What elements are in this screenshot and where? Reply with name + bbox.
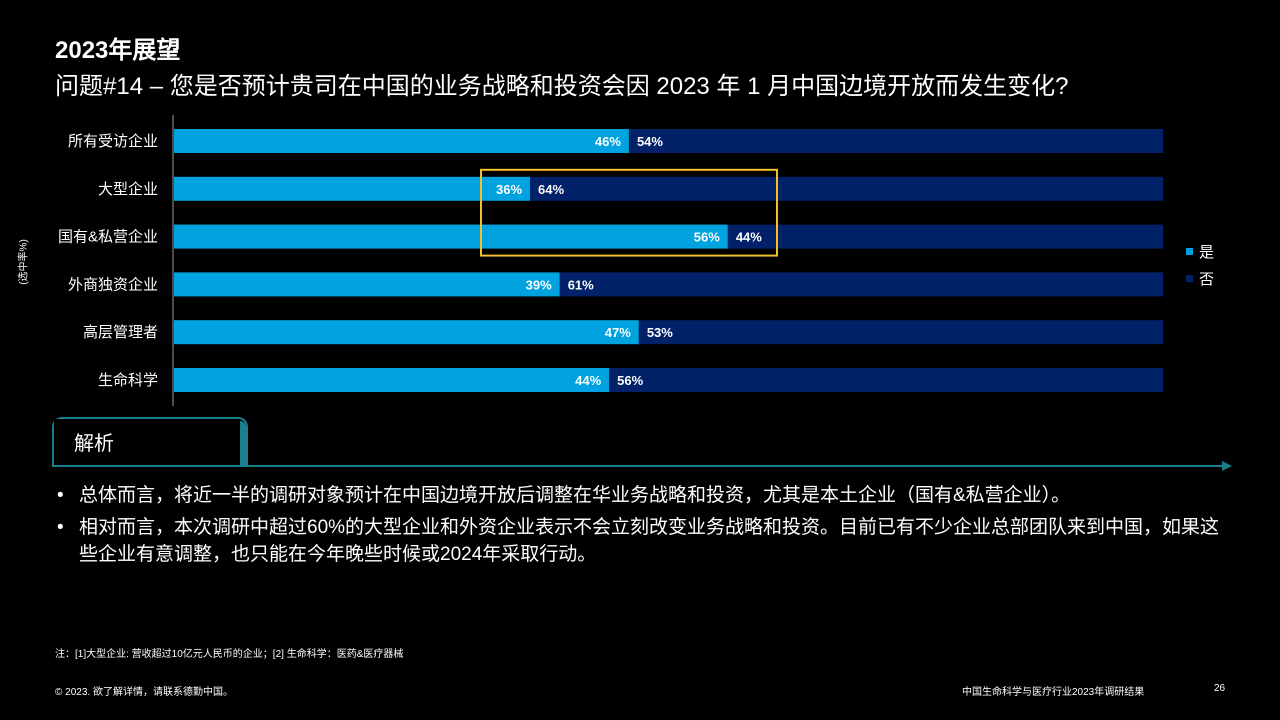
chart-legend: 是 否 xyxy=(1186,238,1214,292)
bullet-dot-icon: • xyxy=(57,485,64,506)
bar-segment-yes xyxy=(174,272,560,297)
stacked-bar-chart: 所有受访企业 46% 54% 大型企业 36% 64% 国有&私营企业 56% 44% 外商独资企… xyxy=(58,115,1163,406)
legend-label-yes: 是 xyxy=(1199,244,1215,261)
legend-label-no: 否 xyxy=(1199,271,1215,288)
analysis-section-label: 解析 xyxy=(74,433,114,455)
bar-segment-no xyxy=(638,320,1163,345)
bar-segment-yes xyxy=(174,320,639,345)
legend-swatch-yes xyxy=(1186,248,1193,255)
question-subtitle: 问题#14 – 您是否预计贵司在中国的业务战略和投资会因 2023 年 1 月中… xyxy=(55,73,1069,100)
data-label-yes: 46% xyxy=(595,134,621,149)
data-label-no: 64% xyxy=(538,182,564,197)
legend-item-yes: 是 xyxy=(1186,238,1214,265)
footer-report-title: 中国生命科学与医疗行业2023年调研结果 xyxy=(962,687,1145,698)
analysis-section-tab: 解析 xyxy=(52,417,248,465)
data-label-no: 53% xyxy=(647,325,673,340)
data-label-no: 54% xyxy=(637,134,663,149)
section-tab-accent xyxy=(240,421,246,465)
bar-segment-yes xyxy=(174,224,728,249)
data-label-yes: 39% xyxy=(526,277,552,292)
category-label: 生命科学 xyxy=(98,371,158,389)
page-number: 26 xyxy=(1214,683,1226,694)
category-label: 大型企业 xyxy=(98,180,158,198)
highlight-box xyxy=(480,168,778,257)
bar-segment-no xyxy=(628,129,1163,153)
bar-segment-yes xyxy=(174,176,531,201)
bar-segment-no xyxy=(609,368,1163,392)
analysis-bullet: • 总体而言，将近一半的调研对象预计在中国边境开放后调整在华业务战略和投资，尤其… xyxy=(55,482,1235,509)
analysis-bullet-text: 相对而言，本次调研中超过60%的大型企业和外资企业表示不会立刻改变业务战略和投资… xyxy=(79,517,1220,565)
analysis-bullet-text: 总体而言，将近一半的调研对象预计在中国边境开放后调整在华业务战略和投资，尤其是本… xyxy=(79,485,1071,506)
category-label: 所有受访企业 xyxy=(68,132,158,150)
bar-segment-no xyxy=(559,272,1163,297)
section-divider-arrow-icon xyxy=(1222,461,1232,471)
category-label: 外商独资企业 xyxy=(68,275,158,293)
footnote: 注：[1]大型企业: 营收超过10亿元人民币的企业；[2] 生命科学：医药&医疗… xyxy=(55,649,404,660)
data-label-yes: 56% xyxy=(694,230,720,245)
bar-segment-yes xyxy=(174,368,610,392)
data-label-no: 56% xyxy=(617,373,643,388)
bullet-dot-icon: • xyxy=(57,517,64,538)
data-label-no: 44% xyxy=(736,230,762,245)
bar-segment-no xyxy=(530,176,1163,201)
data-label-yes: 47% xyxy=(605,325,631,340)
analysis-bullet: • 相对而言，本次调研中超过60%的大型企业和外资企业表示不会立刻改变业务战略和… xyxy=(55,514,1235,568)
bar-segment-no xyxy=(727,224,1163,249)
section-divider-line xyxy=(52,465,1224,467)
legend-item-no: 否 xyxy=(1186,265,1214,292)
data-label-yes: 44% xyxy=(575,373,601,388)
analysis-bullet-list: • 总体而言，将近一半的调研对象预计在中国边境开放后调整在华业务战略和投资，尤其… xyxy=(55,482,1235,573)
bar-segment-yes xyxy=(174,129,629,153)
footer-copyright: © 2023. 欲了解详情，请联系德勤中国。 xyxy=(55,687,233,698)
data-label-yes: 36% xyxy=(496,182,522,197)
legend-swatch-no xyxy=(1186,275,1193,282)
category-label: 国有&私营企业 xyxy=(58,228,158,246)
data-label-no: 61% xyxy=(568,277,594,292)
category-label: 高层管理者 xyxy=(83,324,158,341)
page-title: 2023年展望 xyxy=(55,37,181,64)
